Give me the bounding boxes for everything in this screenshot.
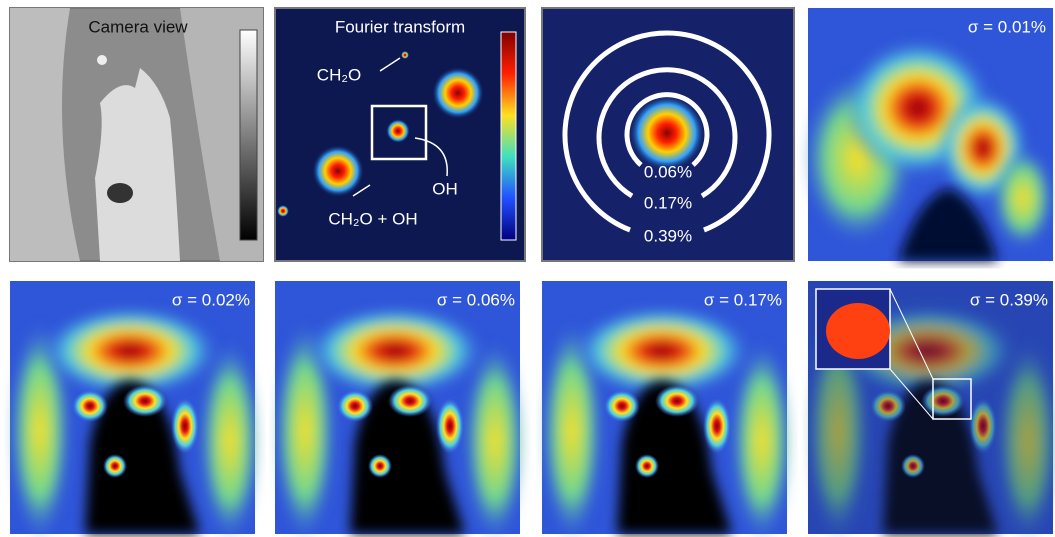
sigma-label: σ = 0.06% [437,290,515,309]
sigma-label: σ = 0.02% [172,290,250,309]
sigma-label: σ = 0.39% [970,290,1048,309]
annotation: CH₂O + OH [328,209,417,228]
annotation: CH₂O [317,65,361,84]
sigma-label: σ = 0.17% [704,290,782,309]
heatmap-panel: σ = 0.17% [542,281,792,537]
sigma-label: σ = 0.01% [968,17,1046,36]
ring-label: 0.17% [644,193,692,212]
annotation: OH [432,179,458,198]
heatmap-panel: σ = 0.01% [803,8,1053,261]
ring-label: 0.39% [644,226,692,245]
panel-title: Camera view [88,17,188,36]
heatmap-panel: σ = 0.39% [808,281,1055,537]
figure: Camera view Fourier transform CH₂O OH CH… [0,0,1055,537]
camera-panel: Camera view [10,8,263,261]
panel-title: Fourier transform [335,17,465,36]
filter-panel: 0.06% 0.17% 0.39% [542,8,794,261]
ring-label: 0.06% [644,162,692,181]
heatmap-panel: σ = 0.06% [275,281,525,537]
fourier-panel: Fourier transform CH₂O OH CH₂O + OH [275,8,525,261]
heatmap-panel: σ = 0.02% [10,281,260,537]
